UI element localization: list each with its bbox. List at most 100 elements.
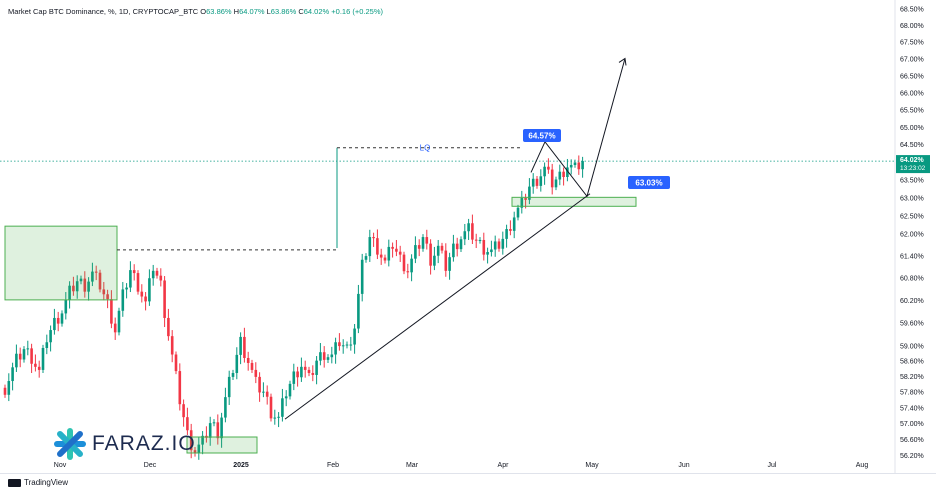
candle-body[interactable]: [516, 207, 520, 218]
symbol-title[interactable]: Market Cap BTC Dominance, %, 1D, CRYPTOC…: [8, 7, 199, 16]
candle-body[interactable]: [353, 328, 356, 345]
candle-body[interactable]: [524, 198, 527, 200]
candle-body[interactable]: [459, 239, 463, 250]
candle-body[interactable]: [269, 396, 273, 419]
candle-body[interactable]: [159, 275, 163, 281]
candle-body[interactable]: [455, 243, 459, 250]
candle-body[interactable]: [193, 450, 197, 454]
candle-body[interactable]: [467, 223, 470, 232]
tradingview-logo[interactable]: TradingView: [8, 478, 68, 487]
candle-body[interactable]: [68, 285, 71, 300]
candle-body[interactable]: [72, 285, 75, 292]
candle-body[interactable]: [520, 198, 524, 208]
candle-body[interactable]: [11, 367, 14, 382]
candle-body[interactable]: [246, 357, 250, 363]
callout-high[interactable]: 64.57%: [523, 129, 561, 142]
candle-body[interactable]: [117, 310, 121, 333]
candle-body[interactable]: [490, 249, 493, 253]
candle-body[interactable]: [49, 330, 52, 343]
candle-body[interactable]: [273, 417, 277, 419]
candle-body[interactable]: [224, 397, 227, 418]
candle-body[interactable]: [132, 270, 136, 274]
candle-body[interactable]: [3, 387, 7, 395]
candle-body[interactable]: [539, 176, 543, 186]
candle-body[interactable]: [64, 299, 68, 314]
candle-body[interactable]: [406, 271, 410, 273]
candle-body[interactable]: [581, 161, 584, 170]
candle-body[interactable]: [391, 246, 394, 249]
candle-body[interactable]: [368, 237, 372, 257]
candle-body[interactable]: [383, 257, 387, 261]
candle-body[interactable]: [284, 396, 288, 399]
candle-body[interactable]: [501, 238, 505, 249]
demand-zone[interactable]: [186, 436, 258, 454]
candle-body[interactable]: [151, 270, 155, 279]
candle-body[interactable]: [87, 281, 90, 292]
candle-body[interactable]: [463, 231, 467, 240]
candle-body[interactable]: [7, 381, 11, 395]
candle-body[interactable]: [167, 317, 170, 337]
candle-body[interactable]: [129, 270, 132, 288]
candle-body[interactable]: [311, 373, 315, 375]
candle-body[interactable]: [482, 239, 486, 255]
candle-body[interactable]: [45, 342, 49, 348]
candle-body[interactable]: [493, 241, 497, 250]
candle-body[interactable]: [110, 299, 113, 324]
candle-body[interactable]: [512, 217, 516, 231]
candle-body[interactable]: [341, 345, 345, 347]
candle-body[interactable]: [429, 243, 432, 266]
candle-body[interactable]: [448, 257, 451, 271]
candle-body[interactable]: [417, 245, 421, 249]
candle-body[interactable]: [136, 273, 140, 292]
candle-body[interactable]: [250, 362, 254, 370]
candle-body[interactable]: [30, 348, 33, 364]
candle-body[interactable]: [573, 162, 577, 165]
candle-body[interactable]: [554, 179, 558, 188]
candle-body[interactable]: [163, 280, 166, 318]
candle-body[interactable]: [436, 245, 440, 256]
candle-body[interactable]: [486, 252, 489, 255]
candle-body[interactable]: [22, 349, 26, 360]
candle-body[interactable]: [528, 186, 531, 200]
candle-body[interactable]: [243, 336, 246, 358]
candle-body[interactable]: [505, 229, 508, 239]
candle-body[interactable]: [189, 430, 193, 451]
support-zone[interactable]: [511, 196, 637, 207]
candle-body[interactable]: [410, 258, 413, 273]
candle-body[interactable]: [330, 354, 334, 358]
candle-body[interactable]: [94, 271, 98, 273]
projection-path[interactable]: [530, 58, 626, 198]
candle-body[interactable]: [326, 357, 330, 360]
candle-body[interactable]: [288, 383, 292, 397]
callout-support[interactable]: 63.03%: [628, 176, 670, 189]
candle-body[interactable]: [315, 360, 318, 375]
candle-body[interactable]: [509, 229, 512, 231]
candle-body[interactable]: [41, 347, 45, 370]
candle-body[interactable]: [387, 246, 391, 261]
candle-body[interactable]: [121, 289, 125, 311]
candle-body[interactable]: [178, 371, 182, 405]
candle-body[interactable]: [98, 272, 102, 290]
candle-body[interactable]: [478, 239, 482, 241]
candle-body[interactable]: [433, 255, 436, 266]
candle-body[interactable]: [319, 352, 322, 361]
candle-body[interactable]: [231, 373, 235, 377]
candle-body[interactable]: [543, 166, 546, 177]
candle-body[interactable]: [106, 294, 109, 300]
trendline[interactable]: [284, 193, 591, 420]
candle-body[interactable]: [220, 417, 223, 439]
candle-body[interactable]: [558, 171, 562, 180]
candle-body[interactable]: [414, 245, 417, 259]
candle-body[interactable]: [421, 237, 425, 249]
candle-body[interactable]: [566, 167, 569, 178]
candle-body[interactable]: [535, 178, 539, 186]
candle-body[interactable]: [56, 317, 60, 324]
candle-body[interactable]: [345, 344, 349, 346]
candle-body[interactable]: [170, 336, 174, 355]
candle-body[interactable]: [471, 223, 474, 240]
candle-body[interactable]: [148, 278, 151, 302]
candle-body[interactable]: [34, 363, 37, 367]
candle-body[interactable]: [83, 278, 87, 292]
candle-body[interactable]: [281, 398, 284, 417]
candle-body[interactable]: [277, 416, 280, 418]
